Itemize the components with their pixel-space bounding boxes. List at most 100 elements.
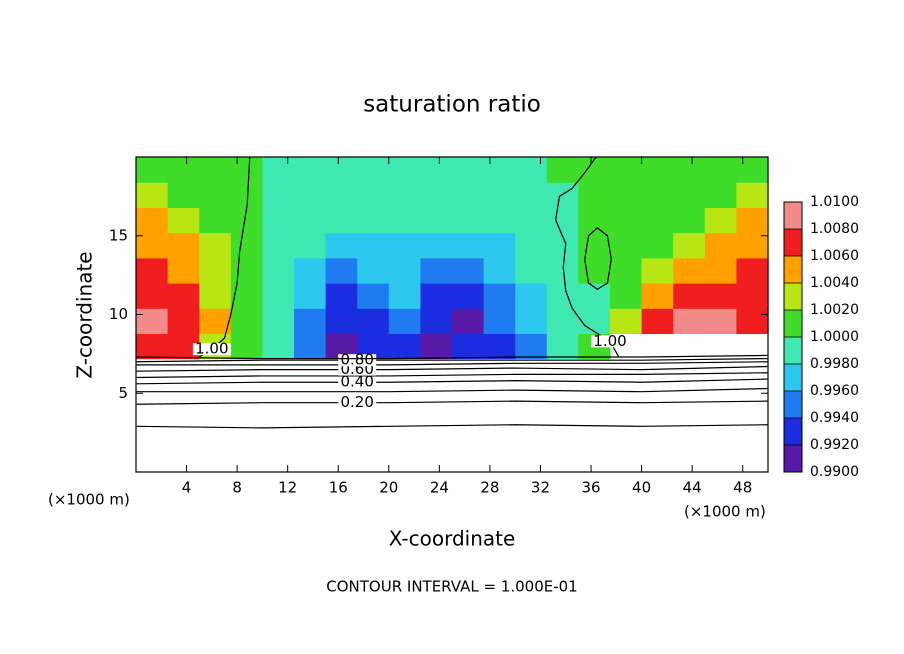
field-cell <box>673 232 706 259</box>
field-cell <box>230 257 263 284</box>
field-cell <box>704 308 737 334</box>
colorbar-swatch <box>784 283 802 310</box>
contour-label-bg <box>192 343 231 356</box>
field-cell <box>167 283 200 309</box>
field-cell <box>578 257 611 284</box>
field-cell <box>230 157 263 183</box>
field-cell <box>736 182 769 208</box>
field-cell <box>294 257 327 284</box>
field-cell <box>136 232 169 259</box>
field-cell <box>262 182 295 208</box>
field-cell <box>136 283 169 309</box>
field-cell <box>199 283 232 309</box>
field-cell <box>515 157 548 183</box>
field-cell <box>515 207 548 234</box>
contour-line <box>555 156 620 358</box>
contour-label: 1.00 <box>195 340 228 358</box>
field-cell <box>736 283 769 309</box>
colorbar-swatch <box>784 364 802 391</box>
field-cell <box>136 308 169 334</box>
field-cell <box>230 333 263 360</box>
field-cell <box>641 182 674 208</box>
contour-label: 0.40 <box>340 373 373 391</box>
colorbar-label: 0.9900 <box>810 464 859 480</box>
field-cell <box>420 333 453 360</box>
field-cell <box>736 257 769 284</box>
field-cell <box>136 257 169 284</box>
field-cell <box>420 207 453 234</box>
field-cell <box>167 308 200 334</box>
x-tick-label: 40 <box>632 479 651 497</box>
x-axis-label: X-coordinate <box>389 527 516 551</box>
field-cell <box>452 283 485 309</box>
field-cell <box>230 207 263 234</box>
field-cell <box>388 308 421 334</box>
field-cell <box>262 333 295 360</box>
field-cell <box>230 283 263 309</box>
field-cell <box>325 308 358 334</box>
field-cell <box>641 157 674 183</box>
field-cell <box>262 308 295 334</box>
field-cell <box>736 232 769 259</box>
field-cell <box>610 308 643 334</box>
field-cell <box>673 207 706 234</box>
field-cell <box>673 182 706 208</box>
field-cell <box>483 157 516 183</box>
field-cell <box>199 157 232 183</box>
field-cell <box>388 283 421 309</box>
field-cell <box>420 283 453 309</box>
field-cell <box>167 207 200 234</box>
contour-label-bg <box>338 354 377 367</box>
field-cell <box>641 308 674 334</box>
field-cell <box>515 283 548 309</box>
field-cell <box>325 283 358 309</box>
field-cell <box>325 257 358 284</box>
field-cell <box>546 257 579 284</box>
contour-label: 1.00 <box>593 332 626 350</box>
field-cell <box>704 182 737 208</box>
colorbar-label: 0.9920 <box>810 437 859 453</box>
field-cell <box>483 232 516 259</box>
contour-label: 0.20 <box>340 393 373 411</box>
field-cell <box>452 157 485 183</box>
colorbar-label: 1.0060 <box>810 248 859 264</box>
colorbar-label: 1.0040 <box>810 275 859 291</box>
x-tick-label: 32 <box>531 479 550 497</box>
field-cell <box>294 157 327 183</box>
field-cell <box>483 257 516 284</box>
x-tick-label: 8 <box>232 479 242 497</box>
field-cell <box>199 308 232 334</box>
field-cell <box>578 207 611 234</box>
contour-line <box>584 227 612 291</box>
x-tick-label: 48 <box>733 479 752 497</box>
contour-line <box>135 400 769 405</box>
colorbar-label: 1.0080 <box>810 221 859 237</box>
x-tick-label: 24 <box>430 479 449 497</box>
field-cell <box>357 157 390 183</box>
field-cell <box>483 283 516 309</box>
field-cell <box>736 207 769 234</box>
contour-line <box>136 361 769 366</box>
field-cell <box>610 283 643 309</box>
field-cell <box>230 308 263 334</box>
colorbar-swatch <box>784 418 802 445</box>
field-cell <box>546 333 579 360</box>
field-cell <box>515 333 548 360</box>
y-tick-label: 10 <box>109 305 128 323</box>
field-cell <box>294 182 327 208</box>
field-cell <box>357 232 390 259</box>
field-cell <box>262 207 295 234</box>
field-cell <box>704 232 737 259</box>
field-cell <box>262 157 295 183</box>
field-cell <box>420 308 453 334</box>
field-cell <box>136 207 169 234</box>
field-cell <box>578 308 611 334</box>
colorbar-swatch <box>784 256 802 283</box>
field-cell <box>546 308 579 334</box>
field-cell <box>262 283 295 309</box>
field-cell <box>325 157 358 183</box>
x-unit-label: (×1000 m) <box>48 491 130 509</box>
field-cell <box>388 157 421 183</box>
field-cell <box>578 182 611 208</box>
